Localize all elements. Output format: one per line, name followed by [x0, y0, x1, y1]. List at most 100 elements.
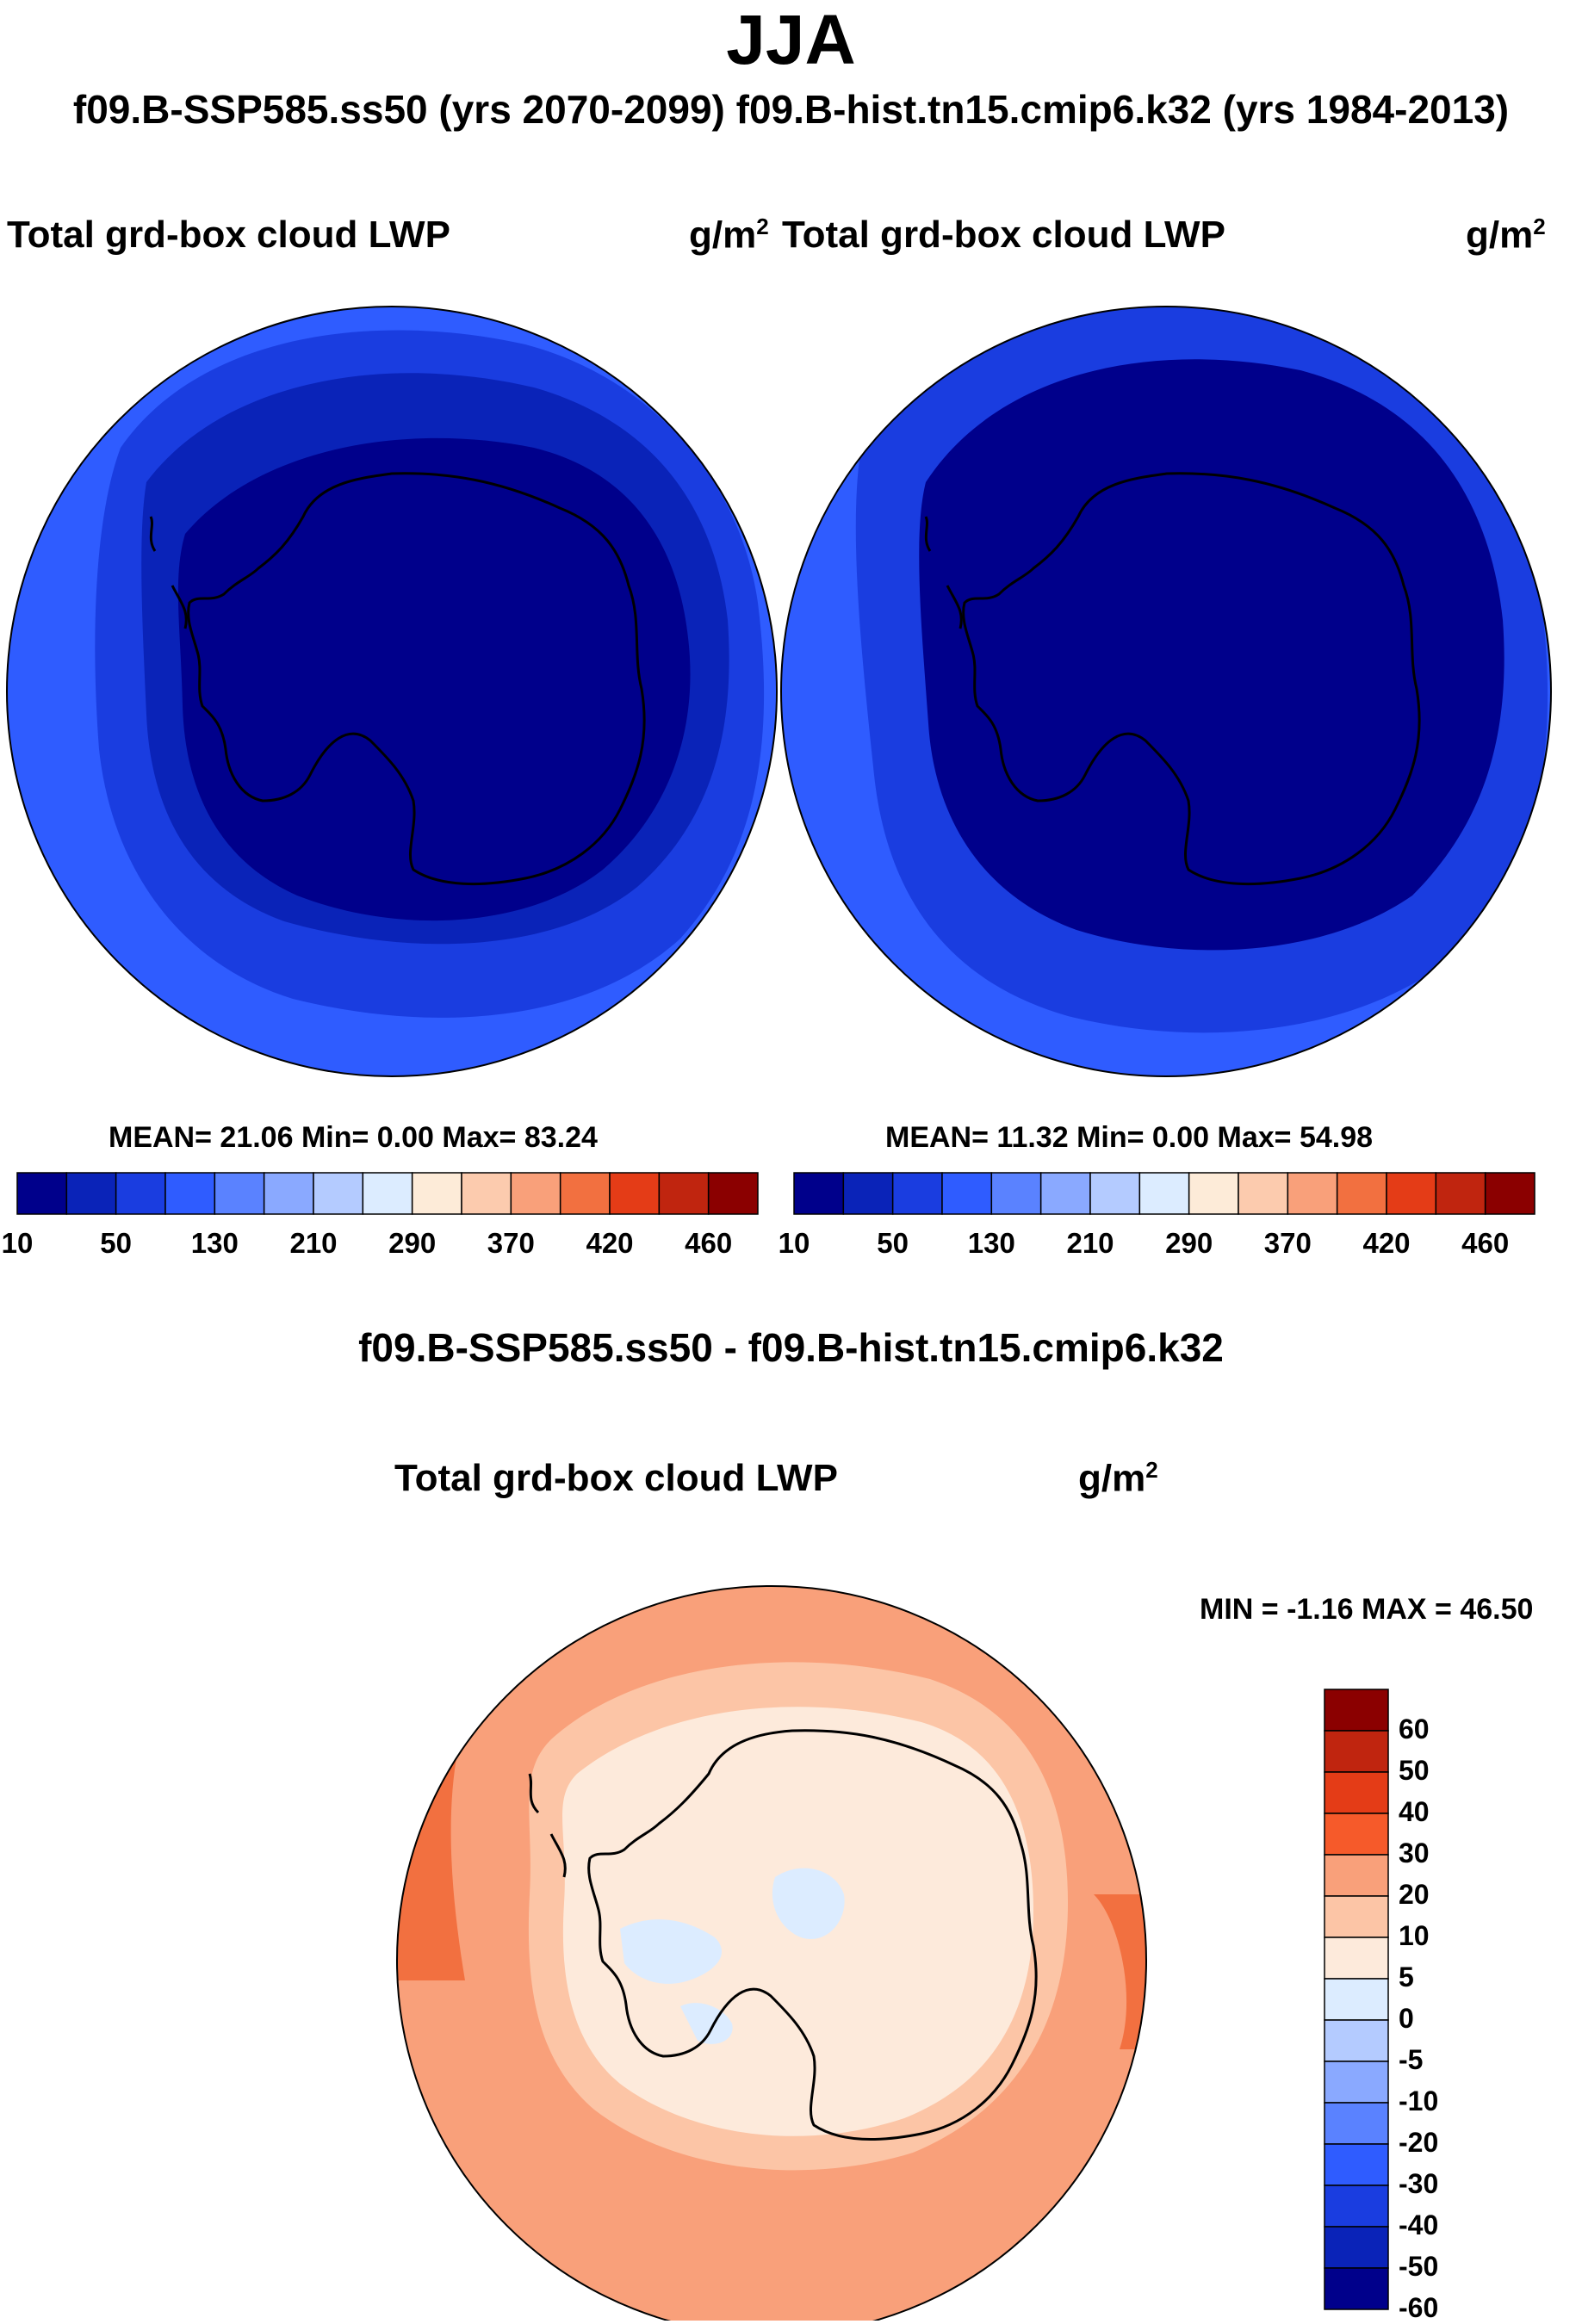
diff-colorbar-swatch: [1324, 1771, 1389, 1814]
colorbar-swatch: [941, 1172, 993, 1215]
map-1: [7, 307, 777, 1076]
colorbar-swatch: [1386, 1172, 1437, 1215]
antarctica-outline-1: [187, 472, 646, 886]
map-2: [781, 307, 1551, 1076]
colorbar-tick-label: 290: [388, 1227, 437, 1259]
diff-colorbar-tick-label: 50: [1399, 1755, 1430, 1786]
diff-colorbar-swatch: [1324, 2267, 1389, 2310]
colorbar-swatch: [559, 1172, 611, 1215]
diff-colorbar-swatch: [1324, 1689, 1389, 1732]
colorbar-swatch: [115, 1172, 166, 1215]
diff-colorbar-swatch: [1324, 2061, 1389, 2104]
diff-colorbar-swatch: [1324, 1895, 1389, 1938]
diff-panel-variable: Total grd-box cloud LWP: [394, 1457, 838, 1499]
diff-colorbar-tick-label: 60: [1399, 1714, 1430, 1745]
colorbar-tick-label: 460: [685, 1227, 733, 1259]
colorbar-swatch: [16, 1172, 68, 1215]
colorbar-swatch: [1484, 1172, 1535, 1215]
colorbar-tick-label: 10: [778, 1227, 810, 1259]
colorbar-tick-label: 290: [1165, 1227, 1213, 1259]
colorbar-tick-label: 130: [967, 1227, 1015, 1259]
colorbar-swatch: [313, 1172, 364, 1215]
colorbar-swatch: [842, 1172, 894, 1215]
colorbar-swatch: [164, 1172, 216, 1215]
diff-colorbar-tick-label: -60: [1399, 2292, 1439, 2323]
colorbar-swatch: [411, 1172, 462, 1215]
colorbar-swatch: [990, 1172, 1042, 1215]
colorbar-tick-label: 130: [190, 1227, 239, 1259]
figure-subtitle: f09.B-SSP585.ss50 (yrs 2070-2099) f09.B-…: [72, 87, 1510, 132]
colorbar-swatch: [510, 1172, 561, 1215]
diff-colorbar-swatch: [1324, 2102, 1389, 2145]
diff-colorbar-swatch: [1324, 1978, 1389, 2021]
diff-colorbar-swatch: [1324, 1937, 1389, 1980]
diff-colorbar-tick-label: 5: [1399, 1961, 1414, 1992]
diff-colorbar: [1324, 1689, 1389, 2310]
colorbar-swatch: [793, 1172, 845, 1215]
diff-colorbar-tick-label: -50: [1399, 2251, 1439, 2282]
antarctica-outline-3: [587, 1729, 1038, 2141]
colorbar-swatch: [1238, 1172, 1289, 1215]
diff-colorbar-swatch: [1324, 1730, 1389, 1773]
diff-colorbar-tick-label: 40: [1399, 1796, 1430, 1827]
diff-colorbar-tick-label: 20: [1399, 1879, 1430, 1910]
colorbar-swatch: [1435, 1172, 1486, 1215]
colorbar-1: [16, 1172, 759, 1215]
map-1-core: [177, 437, 691, 921]
colorbar-swatch: [1336, 1172, 1387, 1215]
diff-colorbar-tick-label: -40: [1399, 2209, 1439, 2240]
diff-colorbar-swatch: [1324, 1854, 1389, 1897]
colorbar-tick-label: 370: [487, 1227, 535, 1259]
diff-panel-stats: MIN = -1.16 MAX = 46.50: [1200, 1593, 1534, 1626]
diff-colorbar-tick-label: -10: [1399, 2085, 1439, 2116]
colorbar-tick-label: 420: [586, 1227, 634, 1259]
colorbar-tick-label: 460: [1461, 1227, 1510, 1259]
diff-colorbar-tick-label: -30: [1399, 2168, 1439, 2199]
colorbar-tick-label: 50: [877, 1227, 909, 1259]
panel-1-variable: Total grd-box cloud LWP: [7, 214, 450, 256]
colorbar-swatch: [658, 1172, 710, 1215]
diff-map-negative: [620, 1868, 845, 2044]
diff-colorbar-tick-label: 30: [1399, 1838, 1430, 1868]
diff-map-band-right: [1094, 1894, 1146, 2049]
diff-colorbar-tick-label: 0: [1399, 2003, 1414, 2034]
colorbar-tick-label: 420: [1362, 1227, 1411, 1259]
colorbar-swatch: [263, 1172, 314, 1215]
colorbar-swatch: [65, 1172, 117, 1215]
panel-1-stats: MEAN= 21.06 Min= 0.00 Max= 83.24: [109, 1121, 598, 1154]
colorbar-tick-label: 10: [1, 1227, 34, 1259]
antarctica-outline-2: [962, 472, 1421, 886]
colorbar-swatch: [609, 1172, 661, 1215]
diff-panel-unit: g/m2: [1078, 1457, 1158, 1500]
colorbar-swatch: [1287, 1172, 1338, 1215]
colorbar-swatch: [1089, 1172, 1141, 1215]
colorbar-swatch: [362, 1172, 413, 1215]
diff-colorbar-swatch: [1324, 2143, 1389, 2186]
diff-colorbar-tick-label: 10: [1399, 1920, 1430, 1951]
panel-2-stats: MEAN= 11.32 Min= 0.00 Max= 54.98: [885, 1121, 1374, 1154]
panel-2-unit: g/m2: [1466, 214, 1546, 257]
diff-colorbar-swatch: [1324, 1813, 1389, 1856]
colorbar-swatch: [1039, 1172, 1091, 1215]
diff-colorbar-swatch: [1324, 2226, 1389, 2269]
colorbar-swatch: [891, 1172, 943, 1215]
colorbar-swatch: [214, 1172, 265, 1215]
map-2-core: [919, 359, 1504, 951]
colorbar-tick-label: 210: [1066, 1227, 1114, 1259]
colorbar-tick-label: 50: [100, 1227, 133, 1259]
difference-title: f09.B-SSP585.ss50 - f09.B-hist.tn15.cmip…: [358, 1325, 1224, 1370]
diff-colorbar-tick-label: -20: [1399, 2127, 1439, 2158]
diff-colorbar-swatch: [1324, 2019, 1389, 2062]
diff-colorbar-swatch: [1324, 2185, 1389, 2228]
colorbar-tick-label: 210: [289, 1227, 338, 1259]
colorbar-2: [793, 1172, 1535, 1215]
panel-1-unit: g/m2: [689, 214, 769, 257]
colorbar-swatch: [1138, 1172, 1190, 1215]
colorbar-swatch: [1188, 1172, 1239, 1215]
colorbar-swatch: [707, 1172, 759, 1215]
diff-colorbar-tick-label: -5: [1399, 2044, 1424, 2075]
panel-2-variable: Total grd-box cloud LWP: [782, 214, 1225, 256]
colorbar-tick-label: 370: [1263, 1227, 1312, 1259]
colorbar-swatch: [461, 1172, 512, 1215]
